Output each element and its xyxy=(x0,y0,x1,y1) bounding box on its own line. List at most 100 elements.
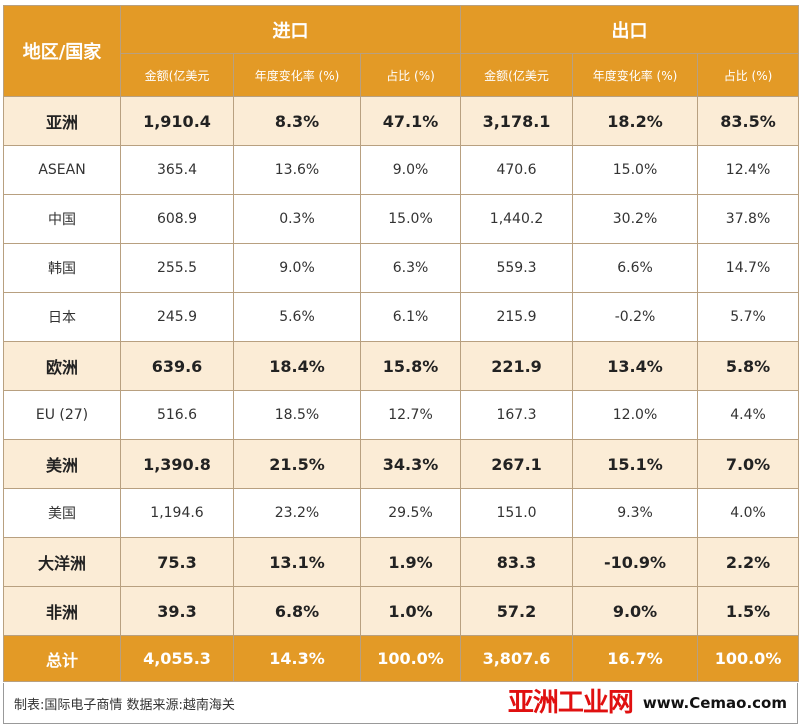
column-header: 占比 (%) xyxy=(697,53,800,97)
column-header: 金额(亿美元 xyxy=(120,53,234,97)
table-cell: 47.1% xyxy=(359,96,462,146)
table-cell: 2.2% xyxy=(697,537,800,587)
table-cell: 100.0% xyxy=(359,635,462,682)
row-label: 欧洲 xyxy=(3,341,121,391)
table-cell: 75.3 xyxy=(120,537,234,587)
table-cell: -0.2% xyxy=(572,292,699,342)
table-cell: -10.9% xyxy=(572,537,699,587)
table-cell: 221.9 xyxy=(460,341,574,391)
column-header: 占比 (%) xyxy=(359,53,462,97)
table-cell: 14.3% xyxy=(233,635,361,682)
table-cell: 1,390.8 xyxy=(120,439,234,489)
table-cell: 83.5% xyxy=(697,96,800,146)
row-label: 美洲 xyxy=(3,439,121,489)
table-row: 中国 608.9 0.3% 15.0% 1,440.2 30.2% 37.8% xyxy=(3,194,800,244)
table-cell: 267.1 xyxy=(460,439,574,489)
table-row: 大洋洲 75.3 13.1% 1.9% 83.3 -10.9% 2.2% xyxy=(3,537,800,587)
table-cell: 3,178.1 xyxy=(460,96,574,146)
table-cell: 12.0% xyxy=(572,390,699,440)
table-cell: 516.6 xyxy=(120,390,234,440)
table-cell: 608.9 xyxy=(120,194,234,244)
row-label: 日本 xyxy=(3,292,121,342)
total-row: 总计 4,055.3 14.3% 100.0% 3,807.6 16.7% 100.0% xyxy=(3,635,800,682)
table-cell: 12.4% xyxy=(697,145,800,195)
row-label: 美国 xyxy=(3,488,121,538)
row-label: 韩国 xyxy=(3,243,121,293)
table-cell: 16.7% xyxy=(572,635,699,682)
table-cell: 30.2% xyxy=(572,194,699,244)
table-cell: 13.1% xyxy=(233,537,361,587)
table-cell: 4,055.3 xyxy=(120,635,234,682)
table-cell: 15.0% xyxy=(572,145,699,195)
table-cell: 3,807.6 xyxy=(460,635,574,682)
table-cell: 245.9 xyxy=(120,292,234,342)
table-cell: 83.3 xyxy=(460,537,574,587)
table-cell: 18.5% xyxy=(233,390,361,440)
table-cell: 167.3 xyxy=(460,390,574,440)
table-cell: 1.0% xyxy=(359,586,462,636)
table-cell: 559.3 xyxy=(460,243,574,293)
table-cell: 1,910.4 xyxy=(120,96,234,146)
table-cell: 1,440.2 xyxy=(460,194,574,244)
table-cell: 6.3% xyxy=(359,243,462,293)
table-cell: 1,194.6 xyxy=(120,488,234,538)
table-row: 美洲 1,390.8 21.5% 34.3% 267.1 15.1% 7.0% xyxy=(3,439,800,489)
table-cell: 6.1% xyxy=(359,292,462,342)
table-cell: 34.3% xyxy=(359,439,462,489)
table-cell: 639.6 xyxy=(120,341,234,391)
data-table: 地区/国家 进口 出口 金额(亿美元 年度变化率 (%) 占比 (%) 金额(亿美元年… xyxy=(3,5,800,682)
table-cell: 13.4% xyxy=(572,341,699,391)
table-cell: 151.0 xyxy=(460,488,574,538)
table-cell: 15.1% xyxy=(572,439,699,489)
table-cell: 12.7% xyxy=(359,390,462,440)
table-row: 韩国 255.5 9.0% 6.3% 559.3 6.6% 14.7% xyxy=(3,243,800,293)
row-label: 亚洲 xyxy=(3,96,121,146)
table-row: 欧洲 639.6 18.4% 15.8% 221.9 13.4% 5.8% xyxy=(3,341,800,391)
table-cell: 15.8% xyxy=(359,341,462,391)
row-label: 总计 xyxy=(3,635,121,682)
table-cell: 9.0% xyxy=(572,586,699,636)
table-cell: 4.4% xyxy=(697,390,800,440)
table-cell: 215.9 xyxy=(460,292,574,342)
table-cell: 6.8% xyxy=(233,586,361,636)
table-row: 美国 1,194.6 23.2% 29.5% 151.0 9.3% 4.0% xyxy=(3,488,800,538)
table-cell: 255.5 xyxy=(120,243,234,293)
source-note: 制表:国际电子商情 数据来源:越南海关 xyxy=(14,698,235,713)
table-cell: 15.0% xyxy=(359,194,462,244)
table-row: EU (27) 516.6 18.5% 12.7% 167.3 12.0% 4.4% xyxy=(3,390,800,440)
table-cell: 5.7% xyxy=(697,292,800,342)
column-header: 年度变化率 (%) xyxy=(233,53,361,97)
table-cell: 13.6% xyxy=(233,145,361,195)
table-cell: 1.9% xyxy=(359,537,462,587)
table-cell: 39.3 xyxy=(120,586,234,636)
row-label: ASEAN xyxy=(3,145,121,195)
row-label: 非洲 xyxy=(3,586,121,636)
table-cell: 9.0% xyxy=(359,145,462,195)
table-cell: 21.5% xyxy=(233,439,361,489)
table-cell: 470.6 xyxy=(460,145,574,195)
logo-text: 亚洲工业网 xyxy=(507,688,634,718)
group-header-export: 出口 xyxy=(460,5,800,54)
column-header: 年度变化率 (%) xyxy=(572,53,699,97)
table-cell: 8.3% xyxy=(233,96,361,146)
table-cell: 29.5% xyxy=(359,488,462,538)
logo-url: www.Cemao.com xyxy=(642,694,787,712)
table-cell: 1.5% xyxy=(697,586,800,636)
table-cell: 18.2% xyxy=(572,96,699,146)
row-label: 大洋洲 xyxy=(3,537,121,587)
table-cell: 23.2% xyxy=(233,488,361,538)
table-cell: 7.0% xyxy=(697,439,800,489)
column-header: 金额(亿美元 xyxy=(460,53,574,97)
row-label: EU (27) xyxy=(3,390,121,440)
table-cell: 6.6% xyxy=(572,243,699,293)
table-cell: 37.8% xyxy=(697,194,800,244)
table-row: 亚洲 1,910.4 8.3% 47.1% 3,178.1 18.2% 83.5% xyxy=(3,96,800,146)
table-cell: 5.8% xyxy=(697,341,800,391)
table-cell: 57.2 xyxy=(460,586,574,636)
table-cell: 4.0% xyxy=(697,488,800,538)
table-cell: 18.4% xyxy=(233,341,361,391)
table-row: ASEAN 365.4 13.6% 9.0% 470.6 15.0% 12.4% xyxy=(3,145,800,195)
table-cell: 100.0% xyxy=(697,635,800,682)
table-cell: 5.6% xyxy=(233,292,361,342)
footer: 制表:国际电子商情 数据来源:越南海关 亚洲工业网 www.Cemao.com xyxy=(3,683,798,724)
